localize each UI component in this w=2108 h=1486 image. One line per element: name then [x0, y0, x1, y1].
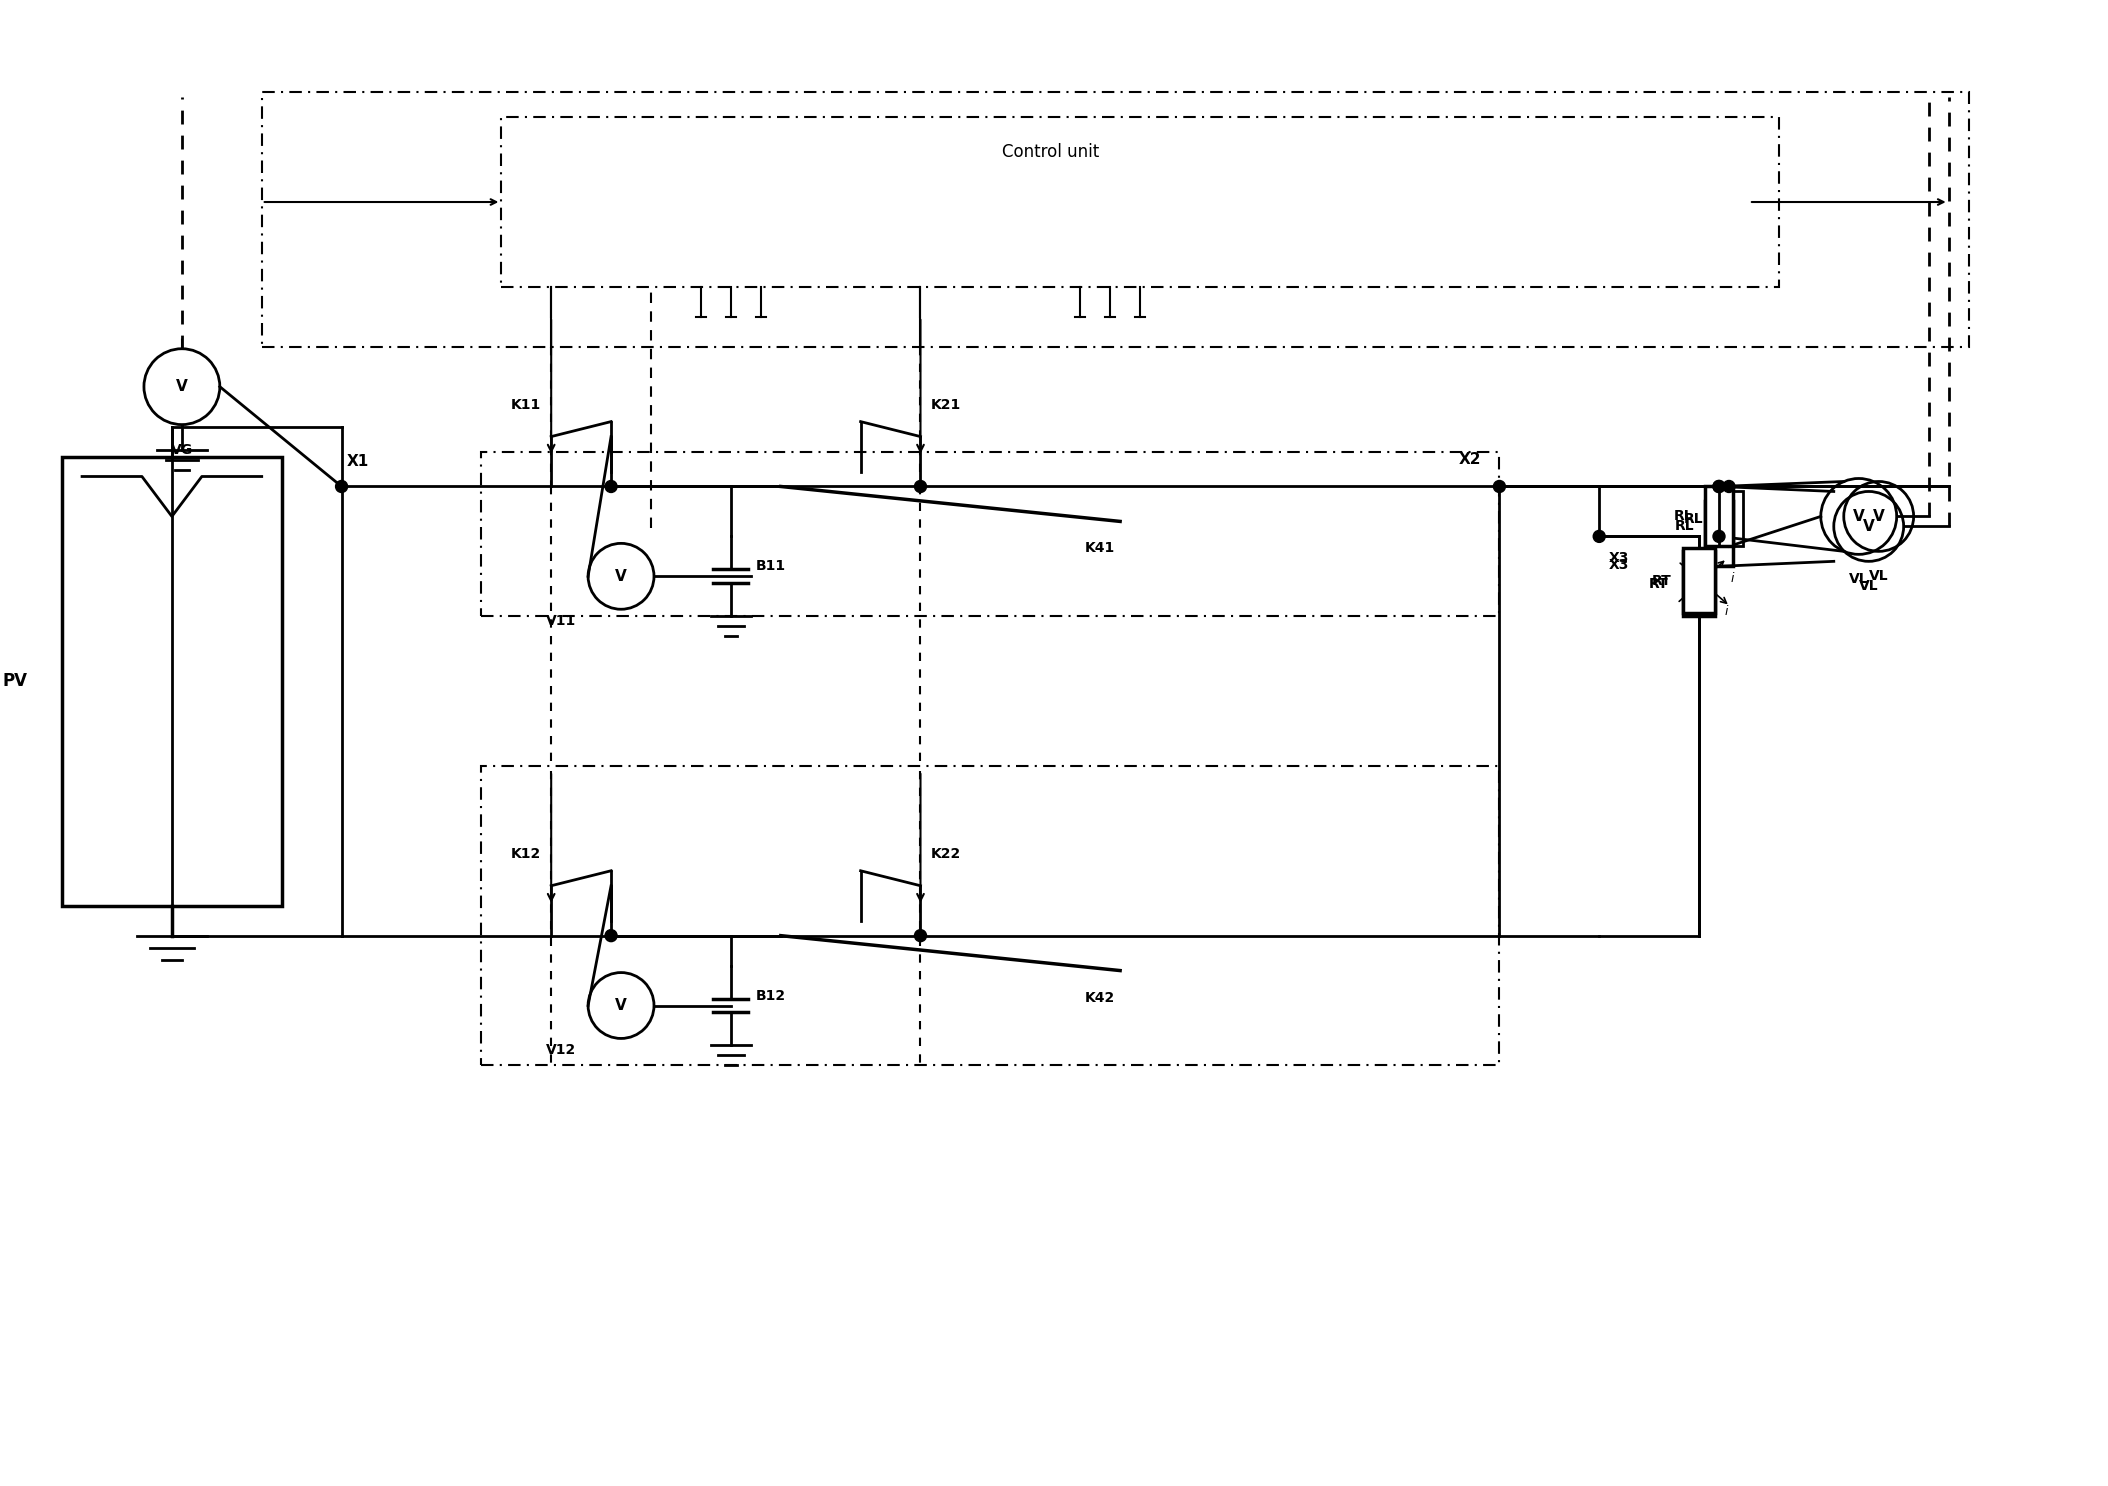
Text: V11: V11 [546, 614, 575, 629]
Circle shape [1714, 480, 1724, 492]
Text: K42: K42 [1086, 991, 1115, 1005]
Circle shape [1594, 531, 1604, 542]
Text: RL: RL [1684, 511, 1703, 526]
Bar [1682, 551, 1716, 617]
Text: X3: X3 [1608, 551, 1629, 565]
Bar [61, 456, 282, 905]
Circle shape [1492, 480, 1505, 492]
Text: X3: X3 [1608, 559, 1629, 572]
Text: K11: K11 [510, 398, 542, 412]
Text: B11: B11 [757, 559, 786, 574]
Bar [1682, 548, 1716, 614]
Circle shape [1722, 480, 1735, 492]
Text: K41: K41 [1086, 541, 1115, 556]
Text: V: V [1872, 508, 1885, 525]
Circle shape [1714, 480, 1724, 492]
Circle shape [335, 480, 348, 492]
Circle shape [605, 930, 618, 942]
Text: VL: VL [1859, 580, 1878, 593]
Text: VG: VG [171, 443, 194, 456]
Text: V: V [616, 999, 626, 1013]
Text: Control unit: Control unit [1001, 143, 1098, 160]
Text: PV: PV [2, 672, 27, 690]
Circle shape [915, 480, 928, 492]
Text: V: V [1853, 508, 1866, 525]
Text: RT: RT [1651, 574, 1672, 588]
Circle shape [605, 480, 618, 492]
Text: i: i [1724, 605, 1729, 618]
Text: VL: VL [1849, 572, 1868, 587]
Text: B12: B12 [757, 988, 786, 1003]
Text: RT: RT [1648, 577, 1667, 591]
Text: K22: K22 [930, 847, 961, 860]
Text: K12: K12 [510, 847, 542, 860]
Circle shape [915, 930, 928, 942]
Text: V: V [1863, 519, 1874, 533]
Text: V12: V12 [546, 1043, 575, 1058]
Text: RL: RL [1674, 510, 1693, 523]
Text: K21: K21 [930, 398, 961, 412]
Text: i: i [1731, 572, 1735, 585]
Bar [1705, 501, 1733, 566]
Text: V: V [175, 379, 188, 394]
Text: RL: RL [1674, 520, 1695, 533]
Text: X1: X1 [346, 453, 369, 468]
Bar [1705, 486, 1733, 547]
Text: X2: X2 [1459, 452, 1480, 467]
Bar [1716, 492, 1743, 547]
Text: VL: VL [1870, 569, 1889, 584]
Text: V: V [616, 569, 626, 584]
Circle shape [1714, 531, 1724, 542]
